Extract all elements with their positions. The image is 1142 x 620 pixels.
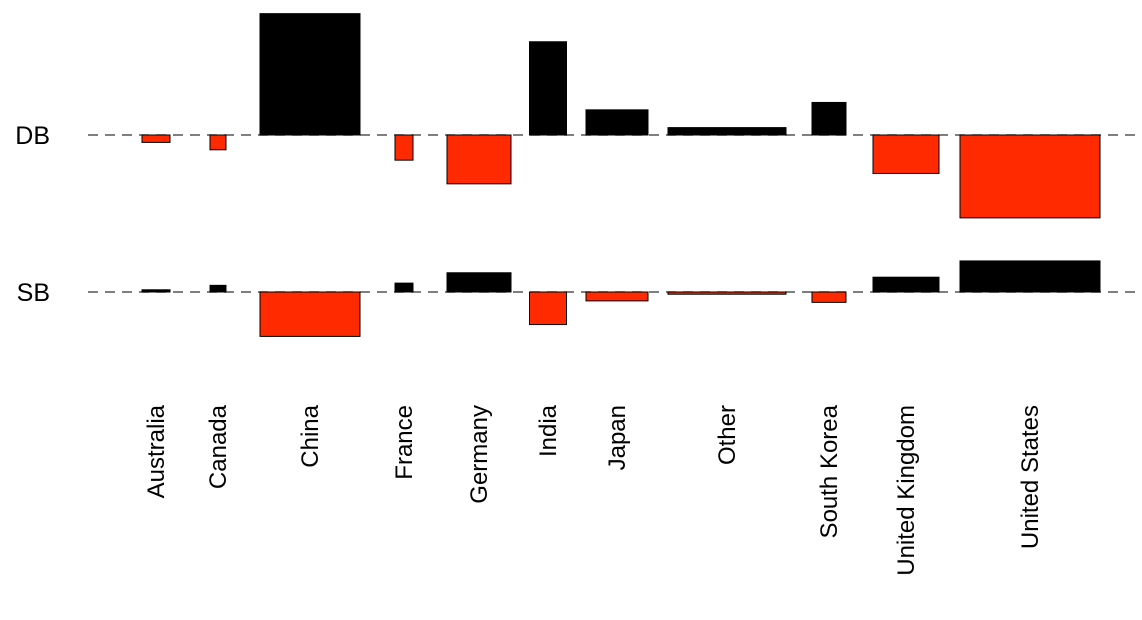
bar-db-united-states [960,135,1100,218]
category-label-united-states: United States [1017,405,1044,549]
bar-db-australia [142,135,170,142]
category-label-united-kingdom: United Kingdom [893,405,920,576]
row-label-sb: SB [17,279,50,307]
bar-sb-india [530,292,567,325]
category-label-france: France [391,405,418,480]
bar-sb-japan [586,292,648,301]
bar-sb-united-states [960,261,1100,292]
bars [142,14,1100,337]
row-label-db: DB [15,122,50,150]
category-label-australia: Australia [143,404,170,498]
row-labels: DB SB [15,122,50,307]
category-label-canada: Canada [205,404,232,489]
bar-sb-france [395,283,413,292]
bar-db-germany [447,135,511,184]
category-label-japan: Japan [604,405,631,470]
bar-sb-other [668,292,786,294]
category-labels: Australia Canada China France Germany India Ja… [143,404,1044,575]
bar-sb-australia [142,290,170,292]
bar-db-japan [586,110,648,135]
bar-db-india [530,42,567,135]
bar-sb-united-kingdom [873,277,939,292]
category-label-other: Other [714,405,741,465]
bar-db-canada [210,135,226,150]
category-label-china: China [297,404,324,467]
bar-db-united-kingdom [873,135,939,173]
bar-db-china [260,14,360,135]
category-label-india: India [535,404,562,457]
bar-db-france [395,135,413,160]
bar-sb-canada [210,285,226,292]
bar-sb-china [260,292,360,336]
bar-sb-south-korea [812,292,846,302]
category-label-germany: Germany [466,405,493,504]
bar-sb-germany [447,273,511,292]
bar-db-south-korea [812,102,846,135]
category-label-south-korea: South Korea [816,404,843,538]
bar-db-other [668,128,786,135]
